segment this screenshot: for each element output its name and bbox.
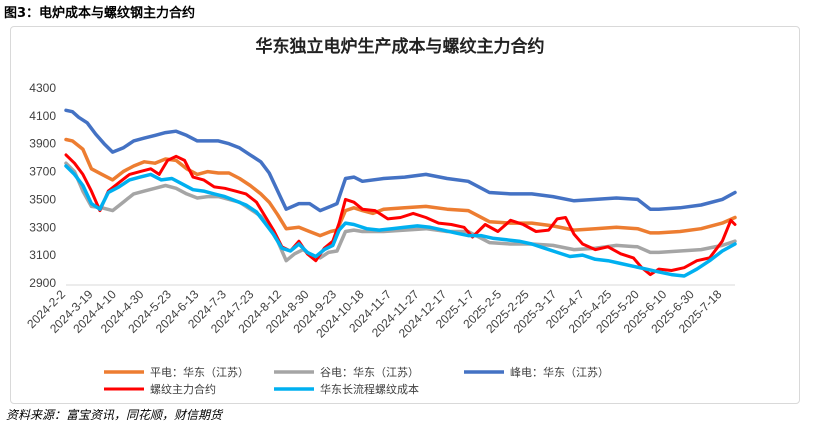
legend-label: 华东长流程螺纹成本 xyxy=(320,382,419,396)
legend-label: 峰电：华东（江苏） xyxy=(510,365,609,379)
series-line-2 xyxy=(64,108,737,213)
legend-label: 平电：华东（江苏） xyxy=(150,365,249,379)
y-tick-label: 3500 xyxy=(29,192,56,206)
legend-label: 谷电：华东（江苏） xyxy=(320,365,419,379)
y-tick-label: 4100 xyxy=(29,109,56,123)
y-tick-label: 3900 xyxy=(29,137,56,151)
y-tick-label: 4300 xyxy=(29,81,56,95)
legend: 平电：华东（江苏） 谷电：华东（江苏） 峰电：华东（江苏） 螺纹主力合约 华东长流程螺纹… xyxy=(104,365,609,396)
legend-label: 螺纹主力合约 xyxy=(150,382,216,396)
figure-caption: 图3：电炉成本与螺纹钢主力合约 xyxy=(4,6,196,21)
y-tick-label: 3100 xyxy=(29,248,56,262)
series-line-3 xyxy=(64,153,737,277)
y-axis: 2900 3100 3300 3500 3700 3900 4100 4300 xyxy=(29,81,56,290)
y-tick-label: 3300 xyxy=(29,220,56,234)
y-tick-label: 3700 xyxy=(29,165,56,179)
series-line-0 xyxy=(64,137,737,238)
chart-frame xyxy=(10,26,800,404)
x-axis: 2024-2-22024-3-192024-4-102024-4-302024-… xyxy=(24,284,735,341)
y-tick-label: 2900 xyxy=(29,276,56,290)
chart-title: 华东独立电炉生产成本与螺纹主力合约 xyxy=(256,36,545,57)
plot-area xyxy=(64,108,737,278)
series-line-4 xyxy=(64,164,737,278)
source-note: 资料来源：富宝资讯，同花顺，财信期货 xyxy=(6,408,223,422)
